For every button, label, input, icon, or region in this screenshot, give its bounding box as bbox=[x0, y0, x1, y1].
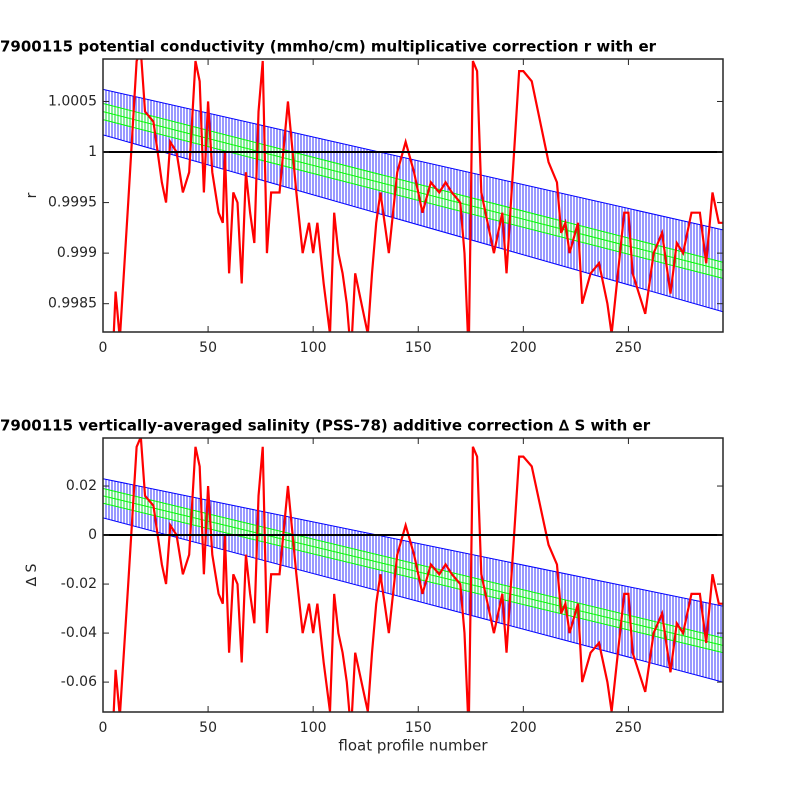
x-tick-label: 0 bbox=[99, 720, 108, 736]
y-axis-label: ∆ S bbox=[24, 564, 40, 588]
x-tick-label: 100 bbox=[300, 720, 327, 736]
y-tick-label: 0.02 bbox=[66, 478, 97, 494]
y-tick-label: 0.9985 bbox=[48, 296, 97, 312]
y-tick-label: 1 bbox=[88, 144, 97, 160]
y-tick-label: -0.02 bbox=[61, 576, 97, 592]
x-tick-label: 50 bbox=[199, 720, 217, 736]
error-band bbox=[103, 89, 723, 312]
x-tick-label: 250 bbox=[615, 720, 642, 736]
series-line bbox=[112, 59, 723, 332]
y-tick-label: 0.999 bbox=[57, 245, 97, 261]
x-tick-label: 200 bbox=[510, 340, 537, 356]
y-axis-label: r bbox=[24, 192, 40, 198]
axes-box bbox=[102, 58, 724, 333]
x-axis-label: float profile number bbox=[338, 737, 488, 755]
series-line bbox=[103, 134, 723, 313]
y-tick-label: -0.04 bbox=[61, 625, 97, 641]
series-line bbox=[103, 88, 723, 231]
chart-title: 7900115 potential conductivity (mmho/cm)… bbox=[0, 38, 657, 56]
chart-title: 7900115 vertically-averaged salinity (PS… bbox=[0, 417, 651, 435]
axes-box bbox=[102, 437, 724, 713]
y-tick-label: 0 bbox=[88, 527, 97, 543]
y-tick-label: 0.9995 bbox=[48, 195, 97, 211]
x-tick-label: 150 bbox=[405, 340, 432, 356]
error-band bbox=[103, 478, 723, 683]
series-line bbox=[103, 119, 723, 279]
plot-area bbox=[103, 59, 723, 332]
x-tick-label: 0 bbox=[99, 340, 108, 356]
x-tick-label: 200 bbox=[510, 720, 537, 736]
x-tick-label: 150 bbox=[405, 720, 432, 736]
y-tick-label: 1.0005 bbox=[48, 93, 97, 109]
plot-area bbox=[103, 438, 723, 712]
x-tick-label: 100 bbox=[300, 340, 327, 356]
series-line bbox=[112, 438, 723, 712]
x-tick-label: 250 bbox=[615, 340, 642, 356]
y-tick-label: -0.06 bbox=[61, 674, 97, 690]
x-tick-label: 50 bbox=[199, 340, 217, 356]
